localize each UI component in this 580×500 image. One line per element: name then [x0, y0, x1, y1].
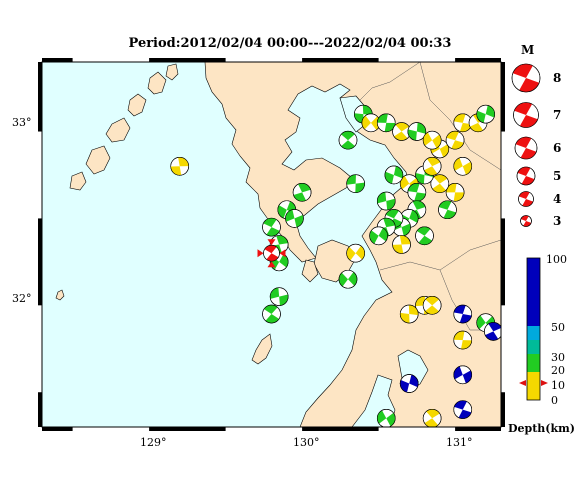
frame-segment — [38, 218, 42, 306]
frame-segment — [501, 392, 505, 427]
earthquake-mechanism — [399, 374, 419, 393]
frame-segment — [42, 58, 73, 62]
lon-label-129: 129° — [140, 436, 167, 449]
earthquake-mechanism — [262, 217, 281, 237]
amakusa-island-small — [301, 259, 319, 283]
magnitude-legend-ball — [513, 102, 539, 128]
earthquake-mechanism — [453, 400, 473, 419]
highlight-marker-arrow — [267, 261, 276, 268]
frame-segment — [302, 58, 379, 62]
lat-label-32: 32° — [12, 292, 32, 305]
prefecture-border — [359, 62, 421, 101]
frame-segment — [149, 58, 226, 62]
earthquake-mechanism — [415, 226, 434, 246]
earthquake-mechanism — [292, 183, 312, 202]
highlight-marker-arrow — [257, 249, 264, 258]
earthquake-mechanism — [369, 226, 388, 246]
map-title: Period:2012/02/04 00:00---2022/02/04 00:… — [128, 36, 452, 51]
earthquake-mechanism — [407, 183, 427, 202]
goto-island-6 — [69, 171, 87, 191]
magnitude-legend-label: 6 — [553, 141, 561, 155]
frame-segment — [501, 62, 505, 132]
magnitude-legend-label: 8 — [553, 71, 561, 85]
earthquake-mechanism — [338, 130, 358, 150]
earthquake-mechanism — [438, 200, 457, 220]
lat-label-33: 33° — [12, 116, 32, 129]
earthquake-mechanism — [453, 365, 473, 385]
earthquake-mechanism — [407, 122, 427, 141]
magnitude-legend-ball — [520, 215, 532, 227]
magnitude-legend-ball — [514, 136, 538, 160]
earthquake-mechanism — [453, 304, 473, 324]
earthquake-mechanism — [346, 174, 365, 193]
magnitude-legend-title: M — [521, 43, 534, 57]
earthquake-mechanism — [285, 209, 304, 228]
goto-island-1 — [127, 93, 147, 117]
magnitude-legend-ball — [511, 63, 541, 93]
earthquake-mechanism — [484, 322, 501, 341]
magnitude-legend: 8 7 6 5 4 3 — [511, 63, 561, 228]
magnitude-legend-ball — [518, 191, 534, 207]
depth-tick-50: 50 — [551, 321, 565, 334]
earthquake-mechanism — [346, 243, 365, 263]
frame-segment — [455, 58, 501, 62]
earthquake-mechanism — [453, 156, 473, 176]
earthquake-mechanism — [422, 296, 442, 315]
earthquake-mechanism — [376, 409, 396, 427]
earthquake-mechanism — [422, 156, 442, 176]
frame-segment — [149, 427, 226, 431]
earthquake-mechanism — [445, 183, 465, 202]
frame-segment — [42, 427, 73, 431]
earthquake-mechanism — [384, 165, 404, 185]
earthquake-mechanism — [376, 191, 396, 211]
lon-label-130: 130° — [293, 436, 320, 449]
earthquake-mechanism — [422, 409, 442, 427]
koshiki-island — [251, 333, 273, 365]
small-island-west — [55, 289, 65, 301]
earthquake-mechanism — [445, 130, 465, 150]
frame-segment — [38, 62, 42, 132]
goto-island-5 — [165, 63, 179, 81]
earthquake-mechanism — [376, 113, 396, 133]
earthquake-mechanism — [422, 130, 442, 150]
depth-tick-30: 30 — [551, 351, 565, 364]
magnitude-legend-label: 3 — [553, 214, 561, 228]
frame-tick-marks — [38, 58, 505, 431]
magnitude-legend-label: 7 — [553, 108, 561, 122]
depth-colorbar — [519, 257, 548, 401]
magnitude-legend-label: 4 — [553, 192, 561, 206]
highlight-marker-arrow — [267, 239, 276, 246]
highlighted-earthquake-mechanism — [263, 244, 280, 262]
earthquake-mechanism — [262, 304, 281, 324]
depth-tick-0: 0 — [551, 394, 558, 407]
depth-axis-label: Depth(km) — [508, 422, 575, 435]
earthquake-mechanism — [399, 304, 419, 324]
goto-island-4 — [147, 71, 167, 95]
depth-tick-100: 100 — [546, 253, 567, 266]
goto-island-2 — [105, 117, 131, 143]
magnitude-legend-label: 5 — [553, 169, 561, 183]
earthquake-mechanism — [338, 269, 358, 289]
earthquake-mechanism — [392, 235, 411, 254]
lon-label-131: 131° — [446, 436, 473, 449]
earthquake-mechanism — [392, 122, 411, 141]
goto-island-3 — [85, 145, 111, 175]
frame-segment — [501, 218, 505, 306]
magnitude-legend-ball — [516, 166, 536, 186]
earthquake-mechanism — [453, 330, 473, 350]
frame-segment — [455, 427, 501, 431]
earthquake-mechanism — [269, 287, 289, 306]
depth-tick-10: 10 — [551, 379, 565, 392]
depth-tick-20: 20 — [551, 364, 565, 377]
earthquake-mechanism — [476, 104, 496, 124]
earthquake-mechanism — [170, 156, 189, 176]
frame-segment — [38, 392, 42, 427]
earthquake-mechanism — [430, 174, 450, 193]
prefecture-border — [419, 62, 501, 171]
frame-segment — [302, 427, 379, 431]
highlight-marker-arrow — [279, 249, 286, 258]
